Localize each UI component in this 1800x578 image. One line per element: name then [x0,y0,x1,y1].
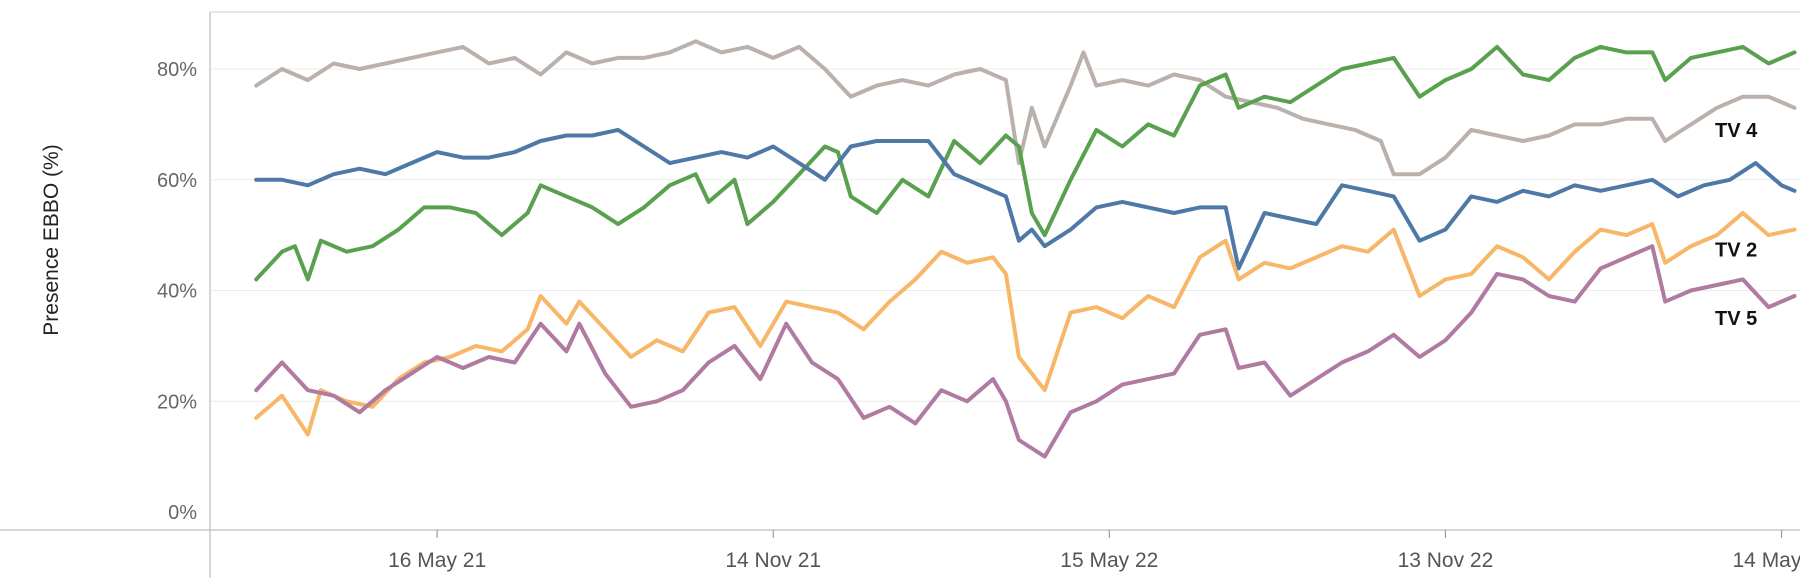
y-tick-label: 0% [168,502,197,524]
x-tick-label: 14 May 23 [1733,549,1800,572]
series-annotations: TV 4 TV 2 TV 5 [1715,120,1758,330]
series-annotation-label: TV 2 [1715,240,1757,262]
gridlines [210,11,1800,402]
x-tick-label: 14 Nov 21 [725,549,821,572]
x-tick-labels: 16 May 21 14 Nov 21 15 May 22 13 Nov 22 14 M… [388,530,1800,572]
y-tick-labels: 0% 20% 40% 60% 80% [157,59,197,524]
x-tick-label: 15 May 22 [1060,549,1158,572]
y-tick-label: 80% [157,59,197,81]
series-lines [254,39,1797,459]
x-tick-label: 13 Nov 22 [1398,549,1494,572]
series-line-2 [254,127,1797,271]
series-annotation-label: TV 5 [1715,308,1757,330]
y-tick-label: 20% [157,391,197,413]
y-tick-label: 60% [157,170,197,192]
series-line-1 [254,44,1797,282]
series-line-4 [254,244,1797,459]
series-line-0 [254,39,1797,177]
y-tick-label: 40% [157,281,197,303]
series-line-3 [254,211,1797,437]
axes: Presence EBBO (%) [0,12,1800,578]
series-annotation-label: TV 4 [1715,120,1758,142]
x-tick-label: 16 May 21 [388,549,486,572]
y-axis-label: Presence EBBO (%) [40,144,63,335]
